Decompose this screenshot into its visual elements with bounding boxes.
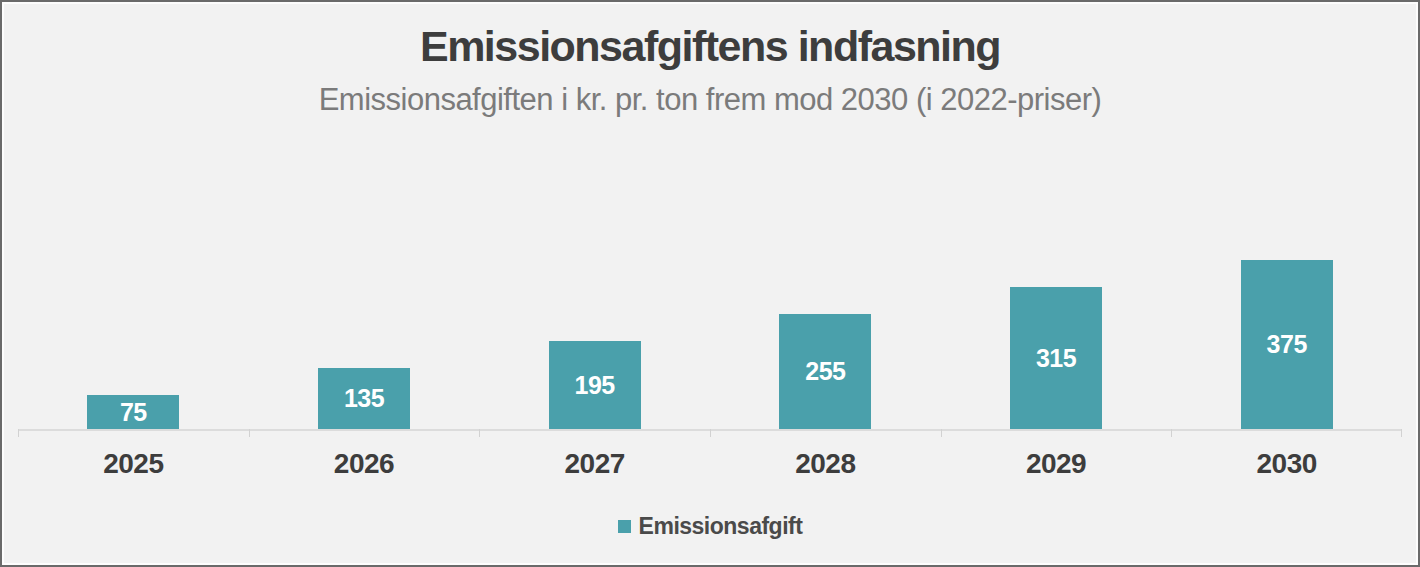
axis-tick <box>18 429 19 437</box>
legend-label: Emissionsafgift <box>639 513 803 540</box>
x-axis-label-2027: 2027 <box>479 448 710 480</box>
bar-value-label: 75 <box>120 398 147 427</box>
chart-title: Emissionsafgiftens indfasning <box>2 22 1418 71</box>
plot-area: 75 135 195 255 315 375 <box>18 249 1402 429</box>
axis-tick <box>249 429 250 437</box>
bar-value-label: 135 <box>344 384 384 413</box>
legend-marker-icon <box>618 520 631 533</box>
bar-group: 315 <box>941 249 1172 429</box>
bar-value-label: 255 <box>805 357 845 386</box>
legend: Emissionsafgift <box>2 513 1418 540</box>
x-axis-ticks <box>18 429 1402 437</box>
bar-value-label: 315 <box>1036 344 1076 373</box>
bar-group: 135 <box>249 249 480 429</box>
bar-2028: 255 <box>779 314 871 429</box>
bar-group: 195 <box>479 249 710 429</box>
bar-value-label: 195 <box>575 371 615 400</box>
x-axis-label-2029: 2029 <box>941 448 1172 480</box>
bar-value-label: 375 <box>1267 330 1307 359</box>
bar-group: 75 <box>18 249 249 429</box>
x-axis-label-2026: 2026 <box>249 448 480 480</box>
chart-subtitle: Emissionsafgiften i kr. pr. ton frem mod… <box>2 82 1418 118</box>
bar-group: 375 <box>1171 249 1402 429</box>
bar-2027: 195 <box>549 341 641 429</box>
bar-2030: 375 <box>1241 260 1333 429</box>
bar-2026: 135 <box>318 368 410 429</box>
x-axis-labels: 2025 2026 2027 2028 2029 2030 <box>18 448 1402 480</box>
axis-tick <box>1171 429 1172 437</box>
bar-group: 255 <box>710 249 941 429</box>
axis-tick <box>479 429 480 437</box>
x-axis-label-2030: 2030 <box>1171 448 1402 480</box>
axis-tick <box>1401 429 1402 437</box>
bar-2029: 315 <box>1010 287 1102 429</box>
chart-canvas: Emissionsafgiftens indfasning Emissionsa… <box>0 0 1420 567</box>
x-axis-label-2025: 2025 <box>18 448 249 480</box>
bar-2025: 75 <box>87 395 179 429</box>
axis-tick <box>941 429 942 437</box>
axis-tick <box>710 429 711 437</box>
x-axis-label-2028: 2028 <box>710 448 941 480</box>
